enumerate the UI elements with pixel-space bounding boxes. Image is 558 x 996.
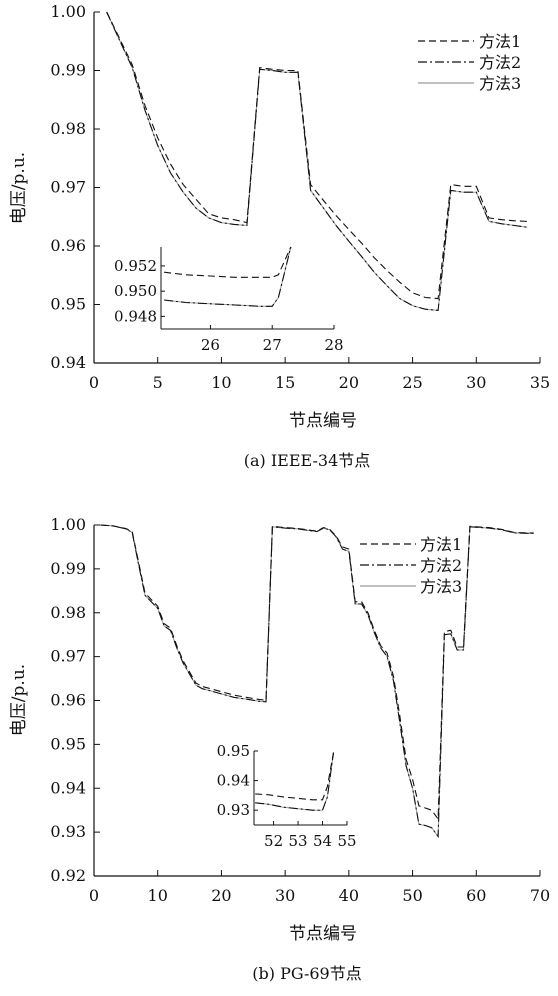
inset-x-tick-label: 55 <box>337 832 356 850</box>
inset-background <box>161 247 334 329</box>
inset-series-line-2 <box>164 246 292 307</box>
inset-x-tick-label: 52 <box>264 832 283 850</box>
x-tick-label: 30 <box>275 886 295 905</box>
y-tick-label: 0.97 <box>50 178 86 197</box>
x-tick-label: 60 <box>466 886 486 905</box>
y-tick-label: 0.97 <box>50 647 86 666</box>
x-tick-label: 10 <box>211 373 231 392</box>
legend-label-1: 方法1 <box>479 32 521 51</box>
x-tick-label: 50 <box>402 886 422 905</box>
legend-label-3: 方法3 <box>479 74 521 93</box>
x-tick-label: 25 <box>402 373 422 392</box>
inset-series-line-3 <box>255 752 334 811</box>
y-tick-label: 0.94 <box>50 353 86 372</box>
inset-x-tick-label: 28 <box>324 336 343 354</box>
series-line-1 <box>106 11 528 300</box>
x-tick-label: 10 <box>148 886 168 905</box>
y-tick-label: 0.92 <box>50 866 86 885</box>
chart-panel-a: 0.94 0.95 0.96 0.97 0.98 0.99 1.00 0 5 10 15 20 25 30… <box>9 2 550 470</box>
y-tick-label: 0.95 <box>50 734 86 753</box>
x-tick-label: 30 <box>466 373 486 392</box>
x-tick-label: 70 <box>530 886 550 905</box>
legend-label-3: 方法3 <box>420 577 462 596</box>
chart-panel-b: 0.92 0.93 0.94 0.95 0.96 0.97 0.98 0.99 1.00 0 10 2… <box>9 515 550 983</box>
y-tick-label: 1.00 <box>50 2 86 21</box>
figure-caption: (b) PG-69节点 <box>252 964 361 983</box>
x-axis-label: 节点编号 <box>289 411 357 431</box>
inset-series-line-1 <box>255 752 335 801</box>
y-tick-label: 0.95 <box>50 295 86 314</box>
y-axis-label: 电压/p.u. <box>9 664 29 736</box>
figure-caption: (a) IEEE-34节点 <box>244 451 371 470</box>
y-tick-label: 0.98 <box>50 603 86 622</box>
y-tick-label: 0.94 <box>50 778 86 797</box>
inset-x-tick-label: 27 <box>263 336 282 354</box>
x-tick-label: 20 <box>211 886 231 905</box>
y-axis-label: 电压/p.u. <box>9 152 29 224</box>
inset-y-tick-label: 0.948 <box>114 307 157 325</box>
series-line-1 <box>100 524 534 821</box>
y-tick-label: 0.96 <box>50 691 86 710</box>
inset-y-tick-label: 0.94 <box>217 772 250 790</box>
inset-y-tick-label: 0.950 <box>114 282 157 300</box>
legend-label-1: 方法1 <box>420 535 462 554</box>
inset-y-tick-label: 0.95 <box>217 742 250 760</box>
legend-label-2: 方法2 <box>479 53 521 72</box>
inset-x-tick-label: 53 <box>289 832 308 850</box>
inset-background <box>254 751 347 825</box>
inset-series-line-1 <box>164 246 292 278</box>
x-tick-label: 35 <box>530 373 550 392</box>
x-tick-label: 0 <box>89 886 99 905</box>
y-tick-label: 0.93 <box>50 822 86 841</box>
y-tick-label: 0.99 <box>50 559 86 578</box>
inset-x-tick-label: 26 <box>201 336 220 354</box>
legend-label-2: 方法2 <box>420 556 462 575</box>
x-axis-label: 节点编号 <box>289 924 357 944</box>
x-tick-label: 20 <box>339 373 359 392</box>
x-tick-label: 40 <box>339 886 359 905</box>
inset-chart: 0.93 0.94 0.95 52 53 54 55 <box>217 742 357 850</box>
y-tick-label: 0.96 <box>50 236 86 255</box>
inset-y-tick-label: 0.93 <box>217 801 250 819</box>
inset-chart: 0.948 0.950 0.952 26 27 28 <box>114 246 344 354</box>
series-line-2 <box>106 11 528 311</box>
x-tick-label: 15 <box>275 373 295 392</box>
x-tick-label: 0 <box>89 373 99 392</box>
y-tick-label: 1.00 <box>50 515 86 534</box>
inset-y-tick-label: 0.952 <box>114 257 157 275</box>
y-tick-label: 0.98 <box>50 119 86 138</box>
x-tick-label: 5 <box>153 373 163 392</box>
y-tick-label: 0.99 <box>50 61 86 80</box>
inset-x-tick-label: 54 <box>313 832 332 850</box>
